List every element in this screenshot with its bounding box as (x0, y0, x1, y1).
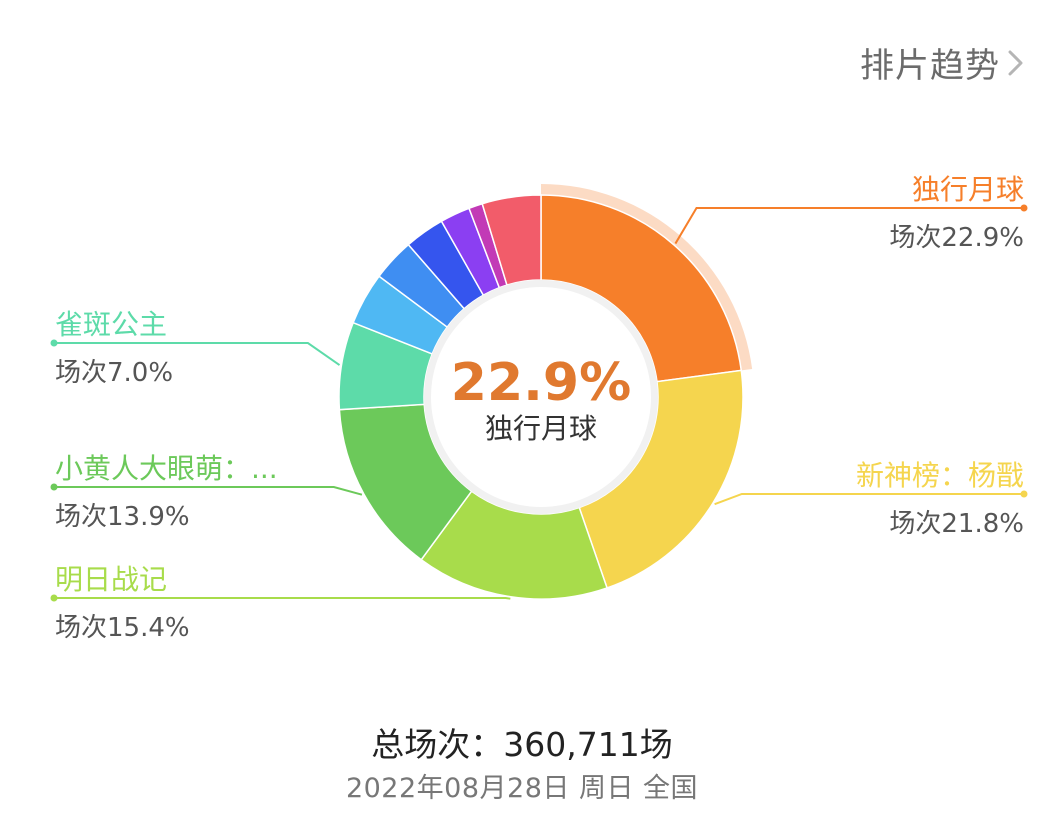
highlight-halo (541, 184, 753, 371)
slice-name-label: 明日战记 (55, 563, 167, 596)
slice-name-label: 雀斑公主 (55, 308, 167, 341)
total-screenings: 总场次：360,711场 (371, 725, 673, 764)
slice-name-label: 小黄人大眼萌：... (55, 452, 278, 485)
slice-value-label: 场次15.4% (55, 613, 190, 643)
callout-dot (50, 483, 58, 491)
slice-name-label: 新神榜：杨戬 (856, 459, 1024, 492)
callout-dot (1020, 204, 1028, 212)
schedule-trend-link[interactable]: 排片趋势 (860, 38, 1026, 87)
callout-line (55, 597, 511, 600)
slice-name-label: 独行月球 (912, 173, 1024, 206)
callout-line (55, 342, 341, 366)
callout-line (55, 486, 363, 496)
slice-value-label: 场次21.8% (889, 509, 1024, 539)
donut-center (431, 287, 651, 507)
chevron-right-icon (1008, 50, 1023, 75)
callout-line (714, 493, 1024, 506)
center-percentage: 22.9% (451, 353, 631, 413)
slice-value-label: 场次13.9% (55, 502, 190, 532)
callout-line (674, 207, 1024, 245)
share-donut-chart: 22.9% 独行月球 独行月球场次22.9%新神榜：杨戬场次21.8%明日战记场… (50, 173, 1028, 643)
slice-value-label: 场次22.9% (889, 223, 1024, 253)
date-region: 2022年08月28日 周日 全国 (345, 773, 699, 804)
schedule-trend-label: 排片趋势 (860, 46, 1000, 86)
callout-dot (50, 594, 58, 602)
slice-value-label: 场次7.0% (55, 358, 173, 388)
callout-dot (1020, 490, 1028, 498)
center-label: 独行月球 (485, 412, 597, 445)
callout-dot (50, 339, 58, 347)
